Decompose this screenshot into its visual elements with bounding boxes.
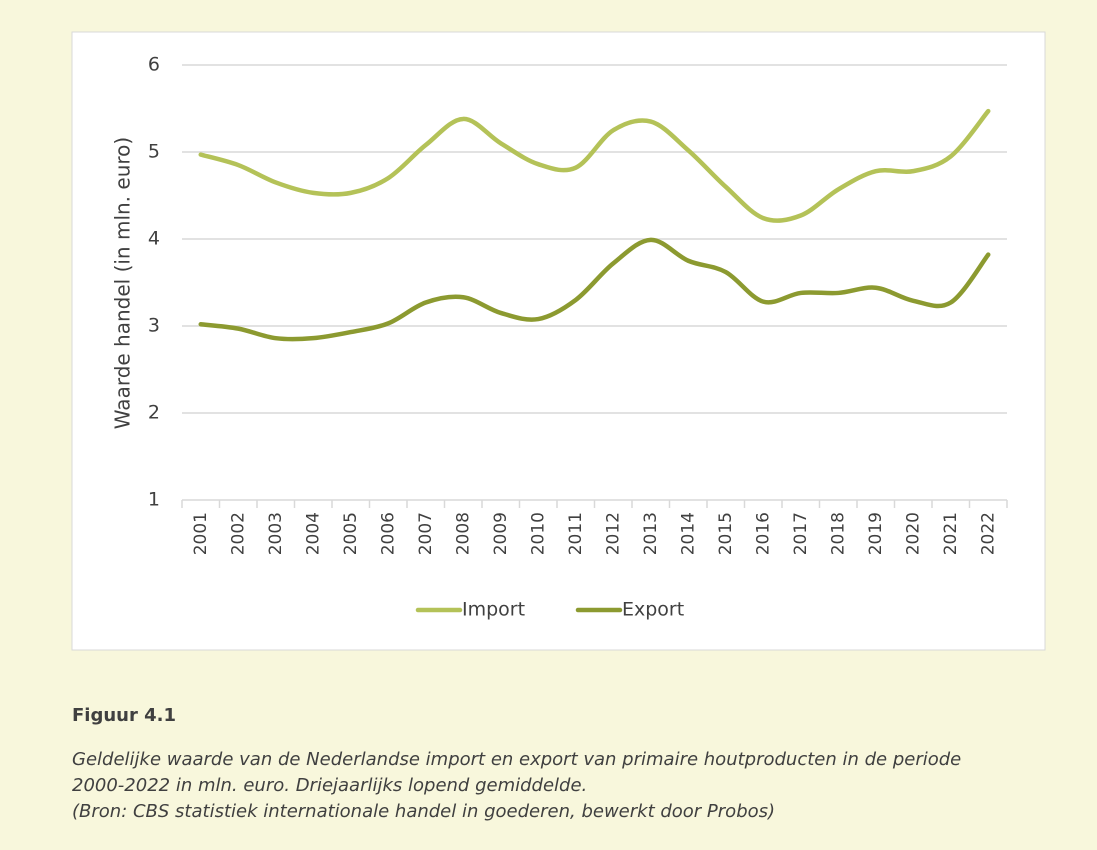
x-tick-label: 2004	[303, 512, 323, 555]
y-tick-label: 6	[148, 54, 160, 76]
x-tick-label: 2003	[266, 512, 286, 555]
legend-label: Import	[462, 599, 525, 621]
x-tick-label: 2016	[753, 512, 773, 555]
figure-description: Geldelijke waarde van de Nederlandse imp…	[72, 749, 961, 770]
x-tick-label: 2018	[828, 512, 848, 555]
x-tick-label: 2008	[453, 512, 473, 555]
legend-label: Export	[622, 599, 684, 621]
x-tick-label: 2021	[941, 512, 961, 555]
x-tick-label: 2015	[716, 512, 736, 555]
x-tick-label: 2022	[978, 512, 998, 555]
x-tick-label: 2014	[678, 512, 698, 555]
y-tick-label: 5	[148, 141, 160, 163]
x-tick-label: 2006	[378, 512, 398, 555]
x-tick-label: 2020	[903, 512, 923, 555]
figure-description: (Bron: CBS statistiek internationale han…	[72, 801, 775, 822]
y-tick-label: 1	[148, 489, 160, 511]
series-line	[198, 108, 991, 223]
x-tick-label: 2002	[228, 512, 248, 555]
y-axis-label: Waarde handel (in mln. euro)	[111, 137, 135, 429]
x-tick-label: 2012	[603, 512, 623, 555]
x-tick-label: 2010	[528, 512, 548, 555]
y-tick-label: 2	[148, 402, 160, 424]
figure-label: Figuur 4.1	[72, 705, 176, 726]
y-tick-label: 3	[148, 315, 160, 337]
x-tick-label: 2019	[866, 512, 886, 555]
figure-description: 2000-2022 in mln. euro. Driejaarlijks lo…	[72, 775, 587, 796]
series-line	[198, 237, 991, 342]
x-tick-label: 2013	[641, 512, 661, 555]
y-tick-label: 4	[148, 228, 160, 250]
x-tick-label: 2005	[341, 512, 361, 555]
x-tick-label: 2017	[791, 512, 811, 555]
chart-area	[71, 31, 1046, 651]
x-tick-label: 2009	[491, 512, 511, 555]
x-tick-label: 2011	[566, 512, 586, 555]
x-tick-label: 2001	[191, 512, 211, 555]
x-tick-label: 2007	[416, 512, 436, 555]
